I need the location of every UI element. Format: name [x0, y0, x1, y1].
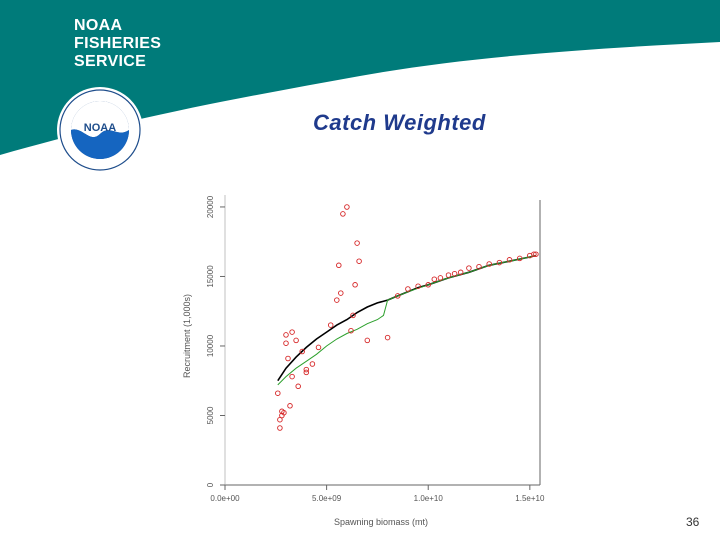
data-point	[289, 329, 295, 335]
data-point	[354, 240, 360, 246]
org-name-line: FISHERIES	[74, 35, 162, 52]
fitted-recruitment-curve	[277, 255, 537, 386]
data-point	[283, 340, 289, 346]
expected-recruitment-curve	[277, 254, 537, 382]
data-point	[336, 262, 342, 269]
data-point	[287, 403, 293, 409]
header-banner	[0, 0, 720, 155]
data-point	[516, 255, 523, 262]
data-point	[405, 286, 411, 292]
x-tick-label: 1.5e+10	[515, 494, 545, 503]
chart-axes: 0.0e+00 5.0e+09 1.0e+10 1.5e+10 0 5000 10000 15…	[206, 195, 545, 503]
banner-wave	[0, 0, 720, 155]
data-point	[283, 332, 289, 338]
data-point	[295, 383, 301, 390]
data-point	[533, 251, 539, 257]
data-point	[348, 327, 354, 334]
data-point	[506, 257, 513, 263]
data-point	[277, 416, 283, 423]
data-point	[281, 409, 287, 416]
data-point	[344, 204, 350, 210]
data-point	[431, 276, 438, 282]
org-name: NOAA FISHERIES SERVICE	[74, 17, 161, 71]
data-point	[437, 275, 444, 281]
y-tick-label: 15000	[206, 265, 215, 288]
page-number: 36	[686, 515, 700, 529]
data-point	[338, 290, 344, 296]
data-point	[275, 390, 281, 396]
x-tick-label: 1.0e+10	[414, 494, 444, 503]
data-point	[394, 293, 401, 299]
y-tick-label: 5000	[206, 406, 215, 424]
data-point	[352, 282, 358, 288]
stock-recruitment-chart: 0.0e+00 5.0e+09 1.0e+10 1.5e+10 0 5000 10000 15…	[182, 195, 545, 527]
data-point	[457, 269, 464, 276]
y-axis-label: Recruitment (1,000s)	[182, 294, 192, 378]
data-point	[309, 361, 316, 367]
data-point	[350, 312, 356, 319]
data-point	[334, 297, 340, 303]
data-point	[303, 369, 310, 376]
data-point	[285, 355, 291, 362]
data-point	[277, 425, 283, 431]
data-point	[466, 265, 472, 271]
data-point	[486, 261, 492, 267]
x-axis-label: Spawning biomass (mt)	[334, 517, 428, 527]
logo-wordmark: NOAA	[84, 122, 116, 134]
data-point	[384, 334, 391, 341]
chart-marks	[275, 204, 539, 431]
data-point	[531, 251, 537, 257]
data-point	[315, 344, 322, 351]
org-name-line: SERVICE	[74, 53, 147, 70]
data-point	[415, 283, 421, 289]
org-name-line: NOAA	[74, 17, 123, 34]
data-point	[364, 337, 371, 344]
data-point	[425, 282, 431, 288]
y-tick-label: 10000	[206, 334, 215, 357]
data-point	[356, 258, 362, 264]
data-point	[445, 272, 452, 278]
data-point	[451, 270, 458, 277]
data-point	[289, 373, 295, 380]
data-point	[303, 366, 310, 373]
y-tick-label: 20000	[206, 195, 215, 218]
data-point	[293, 337, 299, 344]
data-point	[340, 211, 346, 217]
y-tick-label: 0	[206, 482, 215, 487]
slide-title: Catch Weighted	[313, 110, 486, 135]
noaa-logo: NOAA	[57, 87, 143, 173]
data-point	[496, 259, 503, 266]
data-point	[327, 322, 334, 328]
x-tick-label: 0.0e+00	[210, 494, 240, 503]
x-tick-label: 5.0e+09	[312, 494, 342, 503]
data-point	[476, 263, 482, 270]
data-point	[299, 348, 305, 355]
